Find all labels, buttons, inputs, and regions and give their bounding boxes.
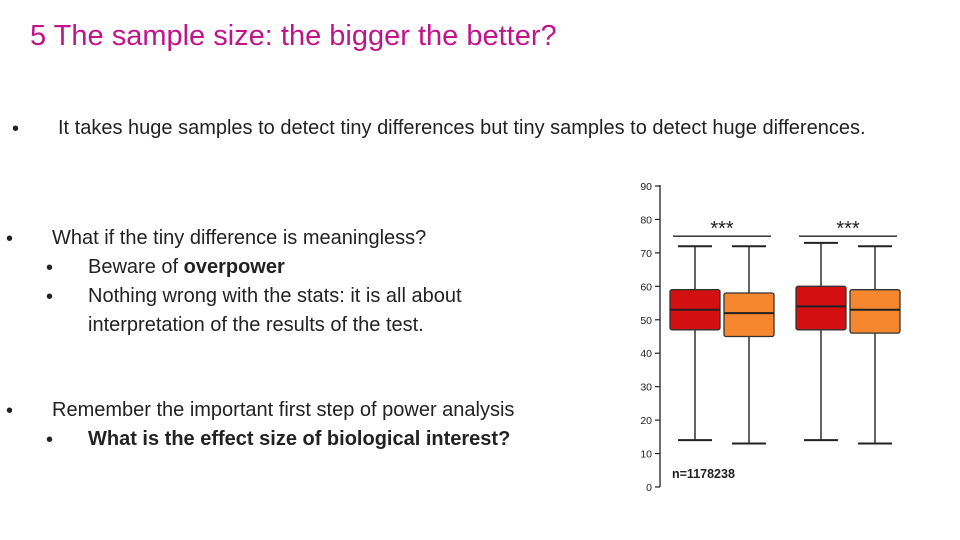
y-tick-label: 20 [640,415,652,427]
overpower-emphasis: overpower [183,256,285,278]
sample-size-label: n=1178238 [672,467,735,481]
sub-bullet-dot: • [46,257,54,279]
box-iqr [849,289,901,334]
bullet-huge-samples: It takes huge samples to detect tiny dif… [58,117,866,139]
bullet-dot: • [12,118,20,140]
sub-bullet-stats-line1: Nothing wrong with the stats: it is all … [88,285,462,307]
y-tick-label: 40 [640,348,652,360]
y-tick-label: 0 [646,482,652,494]
slide-title: 5 The sample size: the bigger the better… [30,20,557,52]
y-tick-label: 70 [640,248,652,260]
sub-bullet-dot: • [46,286,54,308]
y-tick-label: 50 [640,315,652,327]
box-iqr [723,292,775,338]
sub-bullet-effect-size: What is the effect size of biological in… [88,428,511,450]
box-iqr [795,285,847,331]
bullet-dot: • [6,228,14,250]
significance-label: *** [710,218,734,240]
bullet-power-analysis: Remember the important first step of pow… [52,399,515,421]
y-tick-label: 30 [640,382,652,394]
sub-bullet-dot: • [46,429,54,451]
significance-label: *** [836,218,860,240]
bullet-dot: • [6,400,14,422]
beware-text: Beware of [88,256,184,278]
y-tick-label: 10 [640,449,652,461]
boxplot-chart: n=1178238 90 80 70 60 50 40 30 20 10 0 *** *** [640,181,901,494]
y-tick-label: 90 [640,181,652,193]
sub-bullet-stats-line2: interpretation of the results of the tes… [88,314,424,336]
sub-bullet-overpower: Beware of overpower [88,256,285,279]
y-tick-label: 60 [640,281,652,293]
y-tick-label: 80 [640,214,652,226]
bullet-meaningless: What if the tiny difference is meaningle… [52,227,427,249]
